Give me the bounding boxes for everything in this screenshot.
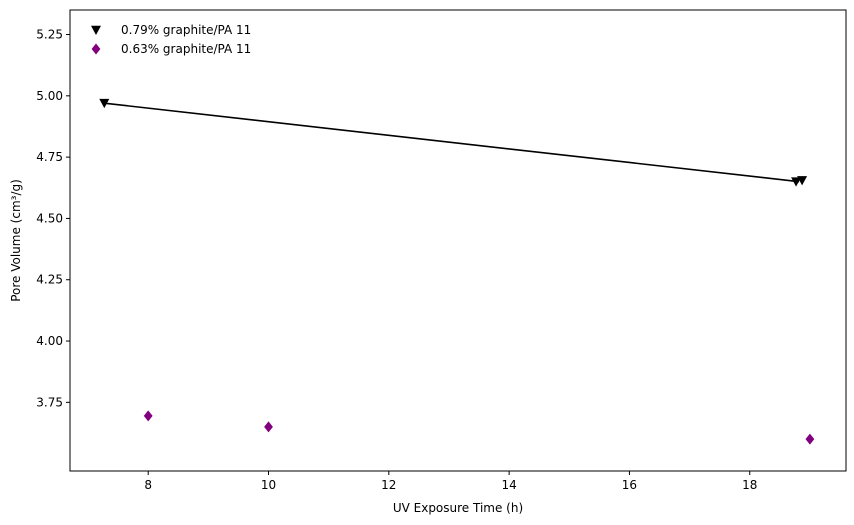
- trend-line-0.79: [104, 102, 800, 183]
- data-point-series-1: [805, 433, 815, 445]
- y-tick-label: 4.75: [36, 150, 63, 164]
- x-tick-label: 8: [144, 478, 152, 492]
- y-tick-label: 5.00: [36, 89, 63, 103]
- x-axis-title: UV Exposure Time (h): [393, 501, 523, 515]
- data-point-series-1: [264, 421, 273, 433]
- x-tick-label: 18: [742, 478, 757, 492]
- x-tick-label: 14: [501, 478, 516, 492]
- y-axis-ticks: 3.75 4.00 4.25 4.50 4.75 5.00 5.25: [36, 28, 70, 409]
- legend: 0.79% graphite/PA 11 0.63% graphite/PA 11: [91, 23, 251, 56]
- x-tick-label: 12: [381, 478, 396, 492]
- plot-area-frame: [69, 9, 847, 472]
- y-tick-label: 4.25: [36, 273, 63, 287]
- x-tick-label: 16: [622, 478, 637, 492]
- legend-label-0: 0.79% graphite/PA 11: [121, 23, 251, 37]
- data-point-series-1: [143, 410, 153, 422]
- x-axis-ticks: 8 10 12 14 16 18: [144, 471, 757, 492]
- y-axis-title: Pore Volume (cm³/g): [9, 179, 23, 302]
- y-tick-label: 4.50: [36, 211, 63, 225]
- data-point-series-0: [791, 177, 802, 187]
- legend-marker-1: [91, 43, 101, 55]
- data-markers: [99, 98, 815, 445]
- x-tick-label: 10: [261, 478, 276, 492]
- y-tick-label: 5.25: [36, 28, 63, 42]
- data-point-series-0: [99, 98, 110, 109]
- y-tick-label: 3.75: [36, 395, 63, 409]
- y-tick-label: 4.00: [36, 334, 63, 348]
- legend-label-1: 0.63% graphite/PA 11: [121, 42, 251, 56]
- trend-lines: [104, 102, 800, 183]
- legend-marker-0: [91, 25, 101, 35]
- data-point-series-0: [797, 176, 808, 186]
